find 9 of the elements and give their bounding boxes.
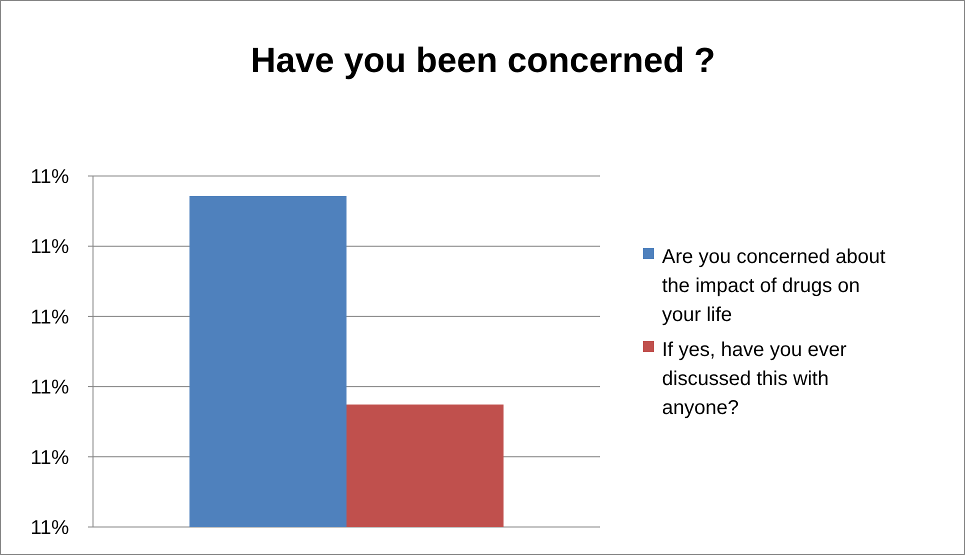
text: 11% — [30, 306, 70, 328]
text: 11% — [30, 376, 70, 399]
chart-title: Have you been concerned ? — [250, 41, 716, 80]
legend-label: If yes, have you ever discussed this with anyone? — [662, 339, 847, 419]
text: 11% — [30, 446, 70, 469]
text: 11% — [30, 236, 70, 258]
text: 11% — [30, 517, 70, 539]
text: 11% — [30, 166, 70, 188]
legend-label: Are you concerned about the impact of drugs on your life — [662, 246, 886, 326]
